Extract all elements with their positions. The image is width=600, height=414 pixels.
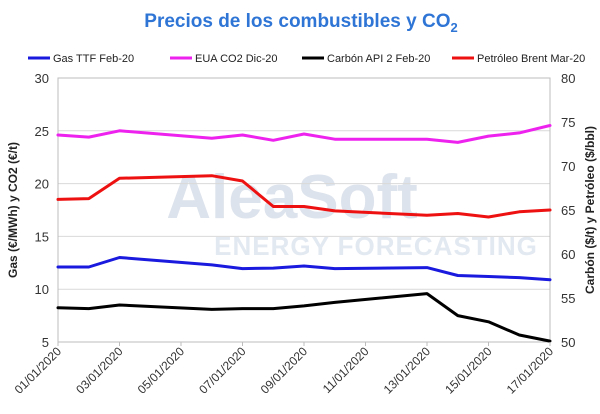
y-tick-right: 70 — [561, 159, 575, 174]
series-line — [56, 174, 552, 219]
y-tick-left: 15 — [35, 229, 49, 244]
x-tick-label: 11/01/2020 — [320, 344, 372, 396]
watermark-sub: ENERGY FORECASTING — [214, 231, 538, 261]
y-tick-left: 25 — [35, 124, 49, 139]
x-tick-label: 07/01/2020 — [196, 344, 249, 397]
y-tick-right: 65 — [561, 203, 575, 218]
y-tick-left: 20 — [35, 177, 49, 192]
series-line — [56, 124, 552, 144]
watermark-main: AleaSoft — [166, 163, 417, 232]
y-tick-right: 75 — [561, 115, 575, 130]
x-tick-label: 17/01/2020 — [504, 344, 557, 397]
y-tick-right: 60 — [561, 247, 575, 262]
series — [56, 124, 552, 343]
y-tick-right: 80 — [561, 71, 575, 86]
chart-title: Precios de los combustibles y CO2 — [144, 11, 457, 35]
x-tick-label: 05/01/2020 — [135, 344, 188, 397]
x-tick-label: 15/01/2020 — [442, 344, 495, 397]
legend-label: EUA CO2 Dic-20 — [195, 53, 278, 65]
y-axis-left-label: Gas (€/MWh) y CO2 (€/t) — [6, 142, 20, 278]
series-line — [56, 256, 552, 282]
legend-label: Gas TTF Feb-20 — [53, 53, 134, 65]
y-tick-right: 50 — [561, 335, 575, 350]
x-tick-label: 09/01/2020 — [258, 344, 311, 397]
legend-label: Carbón API 2 Feb-20 — [327, 53, 430, 65]
y-tick-left: 30 — [35, 71, 49, 86]
legend: Gas TTF Feb-20 EUA CO2 Dic-20 Carbón API 2… — [28, 53, 585, 65]
y-tick-right: 55 — [561, 291, 575, 306]
x-tick-label: 03/01/2020 — [73, 344, 126, 397]
x-tick-label: 13/01/2020 — [381, 344, 434, 397]
y-tick-left: 10 — [35, 282, 49, 297]
y-axis-right-label: Carbón ($/t) y Petróleo ($/bbl) — [583, 126, 597, 294]
series-line — [56, 292, 552, 343]
x-tick-label: 01/01/2020 — [12, 344, 65, 397]
y-tick-left: 5 — [42, 335, 49, 350]
legend-label: Petróleo Brent Mar-20 — [477, 53, 585, 65]
